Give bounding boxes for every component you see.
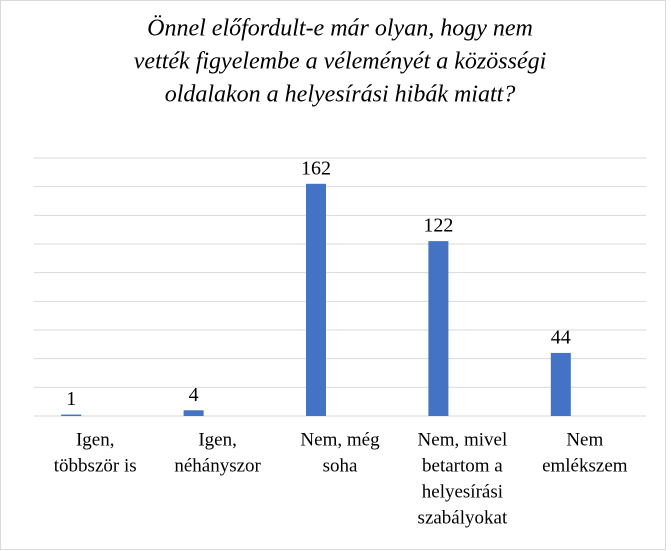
bar xyxy=(61,414,82,416)
x-tick-label: Igen, xyxy=(198,429,237,450)
x-tick-label: soha xyxy=(323,455,358,476)
bar xyxy=(428,241,449,416)
x-tick-label: néhányszor xyxy=(174,455,261,476)
x-tick-label: betartom a xyxy=(422,455,503,476)
bar xyxy=(183,410,204,416)
bar xyxy=(306,183,326,416)
x-tick-label: helyesírási xyxy=(422,481,503,502)
data-label: 4 xyxy=(189,384,199,406)
x-tick-label: Nem, mivel xyxy=(418,429,508,450)
data-label: 44 xyxy=(551,327,571,349)
bar xyxy=(550,352,571,416)
data-label: 122 xyxy=(423,215,453,237)
x-tick-label: emlékszem xyxy=(542,455,628,476)
data-label: 1 xyxy=(66,388,76,410)
data-label: 162 xyxy=(301,157,331,179)
chart-title: Önnel előfordult-e már olyan, hogy nem xyxy=(147,16,533,42)
x-tick-label: Igen, xyxy=(76,429,115,450)
x-tick-label: Nem xyxy=(566,429,603,450)
x-tick-label: Nem, még xyxy=(300,429,380,450)
chart-title: vették figyelembe a véleményét a közössé… xyxy=(134,49,546,75)
x-tick-label: többször is xyxy=(54,455,137,476)
chart-title: oldalakon a helyesírási hibák miatt? xyxy=(165,82,516,108)
x-tick-label: szabályokat xyxy=(418,507,508,528)
